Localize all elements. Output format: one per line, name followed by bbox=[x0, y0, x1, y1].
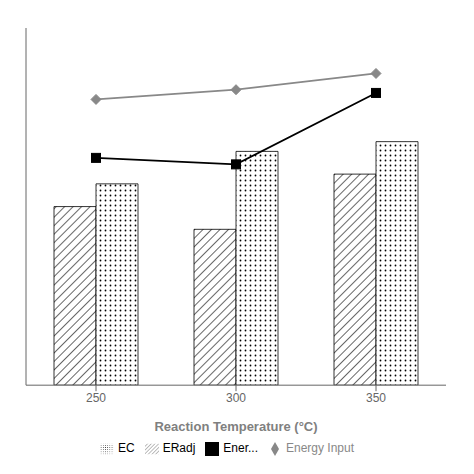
svg-text:250: 250 bbox=[86, 391, 106, 405]
html-text:Energy Input: Energy Input bbox=[286, 441, 354, 456]
html-text:ERadj: ERadj bbox=[162, 441, 196, 456]
svg-text:Reaction Temperature (°C): Reaction Temperature (°C) bbox=[154, 419, 317, 434]
html-text:Ener...: Ener... bbox=[223, 441, 258, 456]
html-text:EC: EC bbox=[118, 441, 135, 456]
svg-text:300: 300 bbox=[226, 391, 246, 405]
svg-text:350: 350 bbox=[366, 391, 386, 405]
